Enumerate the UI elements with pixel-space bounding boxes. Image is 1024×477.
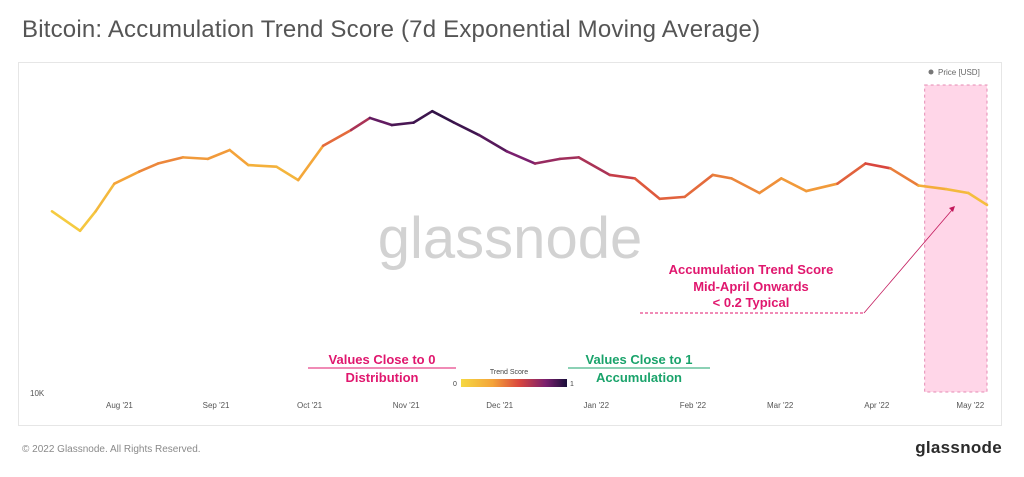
price-line-segment [412, 109, 434, 124]
colorbar-max-label: 1 [570, 381, 574, 388]
x-tick-label: Dec '21 [486, 401, 513, 410]
price-line-segment [658, 195, 686, 201]
price-line-segment [247, 163, 278, 168]
price-line-segment [321, 128, 353, 148]
price-line-segment [50, 210, 82, 233]
price-line-segment [275, 165, 300, 182]
price-line-segment [477, 133, 509, 153]
price-line-segment [94, 182, 116, 213]
price-line-segment [966, 191, 989, 207]
legend-series-label: Price [USD] [938, 68, 980, 77]
price-line-segment [228, 148, 250, 167]
annotation-right: Accumulation Trend Score Mid-April Onwar… [640, 206, 955, 314]
price-line-segment [78, 210, 97, 233]
annotation-arrow [863, 209, 953, 314]
annotation-left-line1: Values Close to 0 [329, 352, 436, 367]
price-line-segment [430, 109, 456, 124]
footer-logo: glassnode [915, 438, 1002, 457]
price-line-segment [836, 162, 867, 185]
price-line-segment [804, 182, 839, 193]
price-line-segment [917, 184, 948, 191]
y-tick-label: 10K [30, 389, 45, 398]
x-tick-label: Oct '21 [297, 401, 323, 410]
annotation-arrowhead [949, 206, 955, 212]
price-line-segment [349, 116, 372, 132]
price-line-segment [296, 144, 325, 182]
x-axis-ticks: Aug '21 Sep '21 Oct '21 Nov '21 Dec '21 Jan '… [106, 401, 985, 410]
price-line [50, 109, 989, 233]
x-tick-label: Aug '21 [106, 401, 133, 410]
price-line-segment [533, 157, 562, 165]
price-line-segment [711, 173, 733, 180]
price-line-segment [113, 170, 141, 185]
price-line-segment [730, 177, 761, 195]
annotation-left-line2: Distribution [346, 370, 419, 385]
price-line-segment [608, 173, 637, 180]
colorbar-min-label: 0 [453, 381, 457, 388]
price-line-segment [181, 156, 210, 161]
price-line-segment [864, 162, 892, 170]
annotation-right-line2: Mid-April Onwards [693, 279, 809, 294]
annotation-left: Values Close to 0 Distribution [308, 352, 456, 385]
annotation-green-line2: Accumulation [596, 370, 682, 385]
annotation-green-line1: Values Close to 1 [586, 352, 693, 367]
x-tick-label: Jan '22 [584, 401, 610, 410]
chart-title: Bitcoin: Accumulation Trend Score (7d Ex… [22, 16, 761, 43]
x-tick-label: Apr '22 [864, 401, 890, 410]
price-line-segment [633, 177, 662, 201]
price-line-segment [137, 162, 160, 173]
price-line-segment [558, 156, 581, 161]
colorbar-gradient [461, 379, 567, 387]
x-tick-label: May '22 [956, 401, 984, 410]
legend-dot [928, 69, 934, 75]
price-line-segment [390, 121, 415, 127]
highlight-region [924, 84, 988, 393]
price-line-segment [577, 156, 612, 177]
footer-copyright: © 2022 Glassnode. All Rights Reserved. [22, 444, 201, 455]
annotation-right-line1: Accumulation Trend Score [669, 262, 834, 277]
colorbar: Trend Score 0 1 [453, 369, 574, 388]
price-line-segment [505, 150, 537, 165]
price-line-segment [889, 167, 920, 187]
x-tick-label: Nov '21 [393, 401, 420, 410]
price-line-segment [368, 116, 394, 127]
x-tick-label: Feb '22 [680, 401, 707, 410]
price-line-segment [779, 177, 808, 193]
colorbar-title: Trend Score [490, 369, 528, 376]
x-tick-label: Mar '22 [767, 401, 794, 410]
watermark-text: glassnode [378, 206, 642, 271]
price-line-segment [683, 173, 715, 199]
chart-panel [18, 62, 1002, 426]
price-line-segment [206, 148, 231, 161]
price-line-segment [945, 187, 970, 195]
price-line-segment [452, 121, 481, 137]
x-tick-label: Sep '21 [203, 401, 230, 410]
annotation-right-line3: < 0.2 Typical [713, 295, 790, 310]
price-line-segment [758, 177, 783, 195]
price-line-segment [156, 156, 185, 165]
annotation-green: Values Close to 1 Accumulation [568, 352, 710, 385]
